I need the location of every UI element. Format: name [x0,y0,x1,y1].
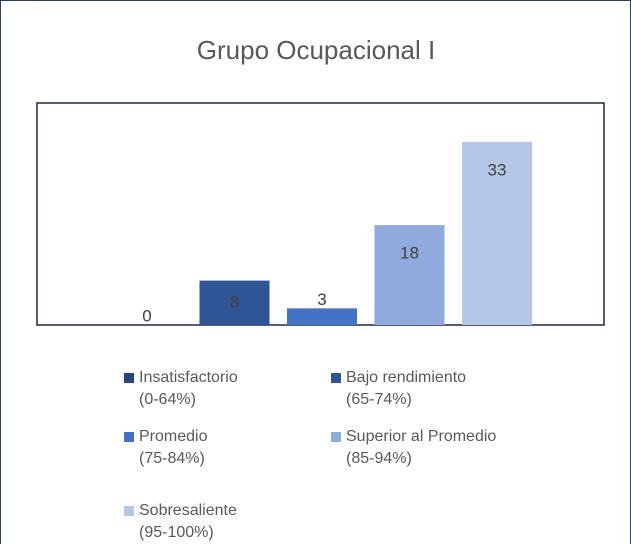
bar [374,225,445,325]
legend-swatch [124,506,134,516]
legend-swatch [331,432,341,442]
legend-label: Promedio (75-84%) [139,428,208,467]
chart-title: Grupo Ocupacional I [197,35,435,65]
data-label: 33 [488,160,507,179]
bar [199,280,270,325]
legend-swatch [124,373,134,383]
data-label: 18 [400,244,419,263]
legend-label: Sobresaliente (95-100%) [139,502,237,541]
data-label: 0 [142,306,151,325]
bar [287,308,357,325]
legend-swatch [124,432,134,442]
legend-label: Insatisfactorio (0-64%) [139,369,238,408]
legend-swatch [331,373,341,383]
legend-label: Bajo rendimiento (65-74%) [346,369,467,408]
data-label: 3 [317,290,326,309]
data-label: 8 [230,292,239,311]
bar [462,141,532,325]
legend-label: Superior al Promedio (85-94%) [346,428,497,467]
